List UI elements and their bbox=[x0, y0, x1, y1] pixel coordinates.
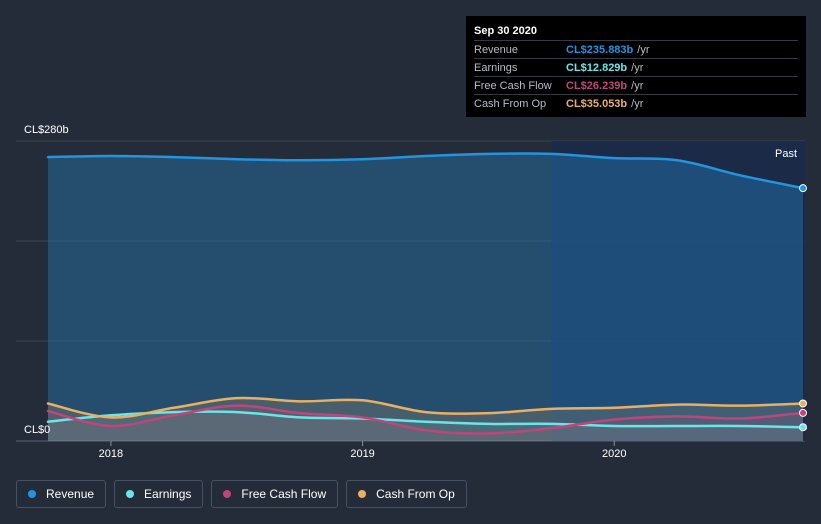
tooltip-row-unit: /yr bbox=[637, 43, 650, 56]
legend-item-revenue[interactable]: Revenue bbox=[16, 480, 107, 508]
earnings-area bbox=[48, 411, 803, 441]
y-axis-bottom-label: CL$0 bbox=[24, 424, 50, 436]
revenue-end-marker bbox=[799, 184, 807, 193]
revenue-dot-icon bbox=[28, 490, 36, 498]
tooltip-row-label: Free Cash Flow bbox=[474, 79, 552, 92]
tooltip-row-value: CL$235.883b bbox=[566, 43, 634, 56]
earnings-line bbox=[46, 410, 805, 429]
legend-label: Earnings bbox=[144, 487, 192, 501]
earnings-dot-icon bbox=[126, 490, 135, 498]
x-tick-label: 2018 bbox=[99, 448, 123, 460]
free-cash-flow-area bbox=[48, 405, 803, 441]
tooltip-row-label: Earnings bbox=[474, 61, 518, 74]
revenue-area bbox=[48, 153, 803, 441]
tooltip-row-value: CL$12.829b bbox=[566, 61, 628, 74]
past-label: Past bbox=[775, 148, 797, 160]
legend-item-earnings[interactable]: Earnings bbox=[114, 480, 204, 508]
tooltip-row-label: Revenue bbox=[474, 43, 519, 56]
series-lines bbox=[46, 152, 805, 435]
tooltip: Sep 30 2020 Revenue CL$235.883b /yr Earn… bbox=[466, 16, 806, 117]
tooltip-row-label: Cash From Op bbox=[474, 97, 547, 110]
tooltip-row-revenue: Revenue CL$235.883b /yr bbox=[474, 40, 798, 58]
tooltip-row-free-cash-flow: Free Cash Flow CL$26.239b /yr bbox=[474, 76, 798, 94]
series-areas bbox=[48, 153, 803, 441]
legend-label: Revenue bbox=[46, 487, 95, 501]
x-tick-label: 2019 bbox=[350, 448, 374, 460]
cash-from-op-end-marker bbox=[799, 399, 807, 408]
legend-label: Free Cash Flow bbox=[241, 487, 327, 501]
past-region bbox=[551, 141, 805, 441]
legend-item-cash-from-op[interactable]: Cash From Op bbox=[346, 480, 467, 508]
tooltip-date: Sep 30 2020 bbox=[474, 25, 537, 37]
tooltip-row-earnings: Earnings CL$12.829b /yr bbox=[474, 58, 798, 76]
tooltip-row-unit: /yr bbox=[631, 61, 644, 74]
y-axis-top-label: CL$280b bbox=[24, 124, 69, 136]
x-tick-label: 2020 bbox=[602, 448, 626, 460]
end-markers bbox=[799, 184, 807, 432]
earnings-end-marker bbox=[799, 423, 807, 432]
tooltip-row-value: CL$26.239b bbox=[566, 79, 628, 92]
free-cash-flow-end-marker bbox=[799, 408, 807, 417]
tooltip-row-unit: /yr bbox=[631, 97, 644, 110]
cash-from-op-dot-icon bbox=[358, 490, 367, 498]
free-cash-flow-dot-icon bbox=[223, 490, 232, 498]
tooltip-row-cash-from-op: Cash From Op CL$35.053b /yr bbox=[474, 94, 798, 112]
legend-item-free-cash-flow[interactable]: Free Cash Flow bbox=[211, 480, 339, 508]
revenue-line bbox=[46, 152, 805, 190]
free-cash-flow-line bbox=[46, 404, 805, 435]
tooltip-row-unit: /yr bbox=[631, 79, 644, 92]
chart: CL$280b CL$0 Past 2018 2019 2020 bbox=[16, 124, 807, 460]
x-axis-ticks: 2018 2019 2020 bbox=[99, 441, 626, 460]
past-region-bg bbox=[551, 141, 805, 441]
tooltip-row-value: CL$35.053b bbox=[566, 97, 628, 110]
legend: Revenue Earnings Free Cash Flow Cash Fro… bbox=[16, 480, 467, 508]
cash-from-op-line bbox=[46, 396, 805, 419]
legend-label: Cash From Op bbox=[376, 487, 455, 501]
